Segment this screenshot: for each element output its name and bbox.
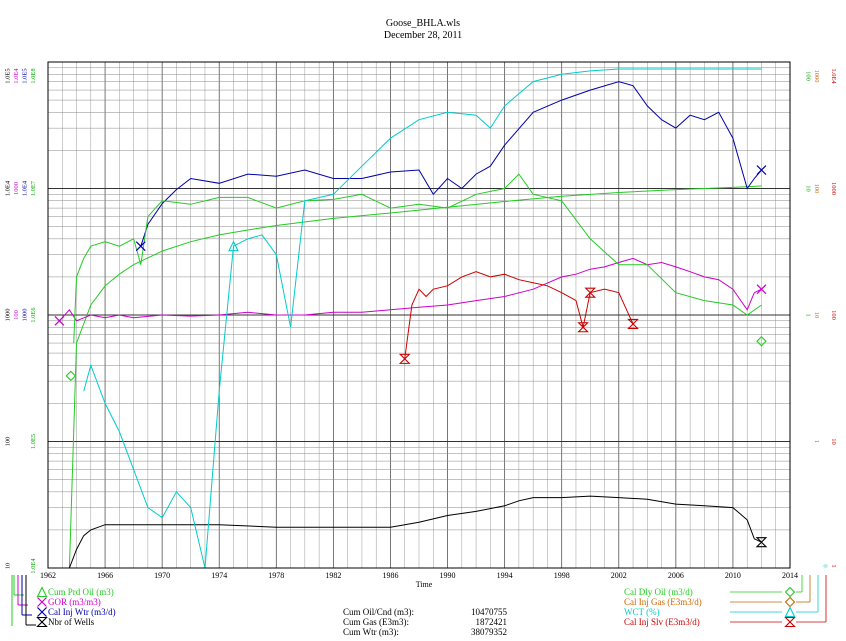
chart-title: Goose_BHLA.wls (386, 18, 460, 29)
series-marker (65, 370, 77, 382)
right-axis-tick-label: 0 (822, 564, 829, 567)
left-axes: 1010010001.0E41.0E510010001.0E410001.0E4… (4, 68, 37, 574)
legend-symbol (784, 596, 796, 608)
x-tick-label: 1990 (440, 571, 456, 580)
legend-label: GOR (m3/m3) (48, 597, 101, 607)
legend-label: Cal Inj Wtr (m3/d) (48, 607, 116, 617)
x-tick-label: 1974 (211, 571, 227, 580)
series-line (73, 173, 762, 344)
legend: Cum Prd Oil (m3)GOR (m3/m3)Cal Inj Wtr (… (11, 575, 827, 628)
left-axis-tick-label: 1.0E6 (30, 307, 37, 323)
right-axis-tick-label: 10 (830, 438, 837, 445)
series-marker (577, 322, 589, 333)
series-line (68, 185, 762, 569)
left-axis-tick-label: 100 (4, 437, 11, 447)
series-line (140, 81, 762, 247)
cumulative-value: 10470755 (471, 607, 508, 617)
legend-symbol (784, 616, 796, 628)
series-marker (627, 318, 639, 329)
cumulative-label: Cum Wtr (m3): (343, 627, 399, 637)
left-axis-tick-label: 1000 (4, 309, 11, 322)
right-axis-tick-label: 10 (805, 185, 812, 192)
left-axis-tick-label: 1.0E4 (21, 180, 28, 196)
x-tick-label: 1962 (40, 571, 56, 580)
left-axis-tick-label: 1.0E4 (30, 558, 37, 574)
legend-label: Nbr of Wells (48, 617, 95, 627)
legend-symbol (784, 606, 796, 618)
series-marker (755, 537, 768, 548)
series-marker (54, 315, 65, 326)
x-axis-label: Time (416, 580, 433, 589)
legend-label: WCT (%) (624, 607, 660, 617)
x-tick-label: 2014 (782, 571, 798, 580)
legend-label: Cal Inj Slv (E3m3/d) (624, 617, 700, 627)
legend-symbol (36, 586, 48, 598)
x-axis: 1962 1966 1970 1974 1978 1982 1986 1990 1994 1998… (40, 571, 798, 580)
right-axis-tick-label: 10 (813, 312, 820, 319)
legend-label: Cum Prd Oil (m3) (48, 587, 114, 597)
legend-symbol (36, 616, 48, 628)
series-marker (398, 353, 411, 364)
series-marker (135, 241, 146, 252)
series-line (68, 495, 762, 569)
chart-subtitle: December 28, 2011 (384, 30, 462, 41)
left-axis-tick-label: 1.0E4 (4, 180, 11, 196)
series-lines (59, 68, 762, 569)
right-axis-tick-label: 1 (813, 440, 820, 443)
right-axis-tick-label: 100 (830, 310, 837, 320)
right-axis-tick-label: 100 (805, 71, 812, 81)
x-tick-label: 1986 (382, 571, 398, 580)
x-tick-label: 2006 (668, 571, 684, 580)
right-axis-tick-label: 100 (813, 184, 820, 194)
legend-label: Cal Dly Oil (m3/d) (624, 587, 693, 597)
cumulative-totals: Cum Oil/Cnd (m3): 10470755 Cum Gas (E3m3):… (343, 607, 508, 637)
legend-symbol (37, 597, 47, 607)
x-tick-label: 1982 (325, 571, 341, 580)
right-axis-tick-label: 1 (805, 313, 812, 316)
right-axis-tick-label: 1.0E4 (830, 68, 837, 84)
x-tick-label: 2010 (725, 571, 741, 580)
left-axis-tick-label: 10 (4, 563, 11, 570)
series-line (83, 68, 762, 569)
left-axis-tick-label: 100 (13, 310, 20, 320)
series-marker (584, 287, 597, 298)
cumulative-value: 38079352 (471, 627, 507, 637)
left-axis-tick-label: 1.0E4 (13, 68, 20, 84)
series-line (59, 257, 762, 322)
x-tick-label: 1978 (268, 571, 284, 580)
series-marker (756, 284, 767, 295)
right-axis-tick-label: 1000 (830, 182, 837, 195)
cumulative-value: 1872421 (476, 617, 508, 627)
left-axis-tick-label: 1.0E5 (21, 68, 28, 83)
x-tick-label: 1970 (154, 571, 170, 580)
x-tick-label: 2002 (611, 571, 627, 580)
left-axis-tick-label: 1000 (21, 309, 28, 322)
series-marker (228, 240, 239, 252)
left-axis-tick-label: 1.0E7 (30, 180, 37, 196)
left-axis-tick-label: 1000 (13, 182, 20, 195)
right-axis-tick-label: 1000 (813, 70, 820, 83)
cumulative-label: Cum Oil/Cnd (m3): (343, 607, 414, 617)
x-tick-label: 1994 (497, 571, 513, 580)
cumulative-label: Cum Gas (E3m3): (343, 617, 409, 627)
left-axis-tick-label: 1.0E5 (30, 434, 37, 449)
series-marker (756, 165, 767, 175)
legend-symbol (784, 586, 796, 598)
legend-label: Cal Inj Gas (E3m3/d) (624, 597, 702, 607)
legend-symbol (37, 607, 47, 617)
left-axis-tick-label: 1.0E5 (4, 68, 11, 83)
x-tick-label: 1998 (554, 571, 570, 580)
series-markers (54, 165, 768, 548)
series-line (404, 271, 634, 359)
x-tick-label: 1966 (97, 571, 113, 580)
plot-frame (47, 61, 791, 569)
left-axis-tick-label: 1.0E8 (30, 68, 37, 83)
series-marker (756, 335, 767, 347)
right-axis-tick-label: 1 (830, 564, 837, 567)
